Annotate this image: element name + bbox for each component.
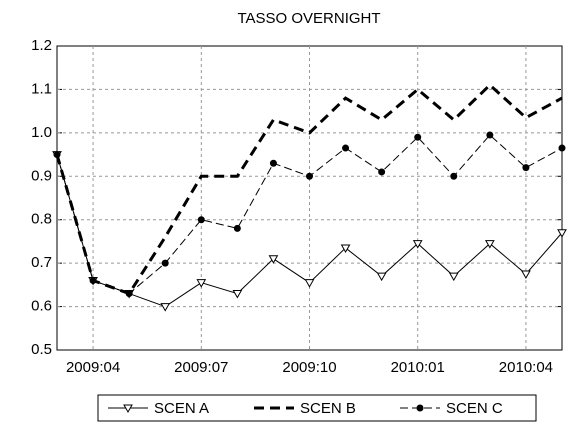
marker xyxy=(340,244,351,253)
x-tick-label: 2009:07 xyxy=(174,359,228,376)
y-tick-label: 0.9 xyxy=(31,167,52,184)
marker xyxy=(558,144,566,152)
marker xyxy=(160,303,171,312)
legend-label: SCEN C xyxy=(446,400,503,417)
marker xyxy=(233,224,241,232)
marker xyxy=(486,131,494,139)
marker xyxy=(232,290,243,299)
x-tick-label: 2009:10 xyxy=(282,359,336,376)
marker xyxy=(521,270,531,280)
marker xyxy=(197,216,205,224)
marker xyxy=(376,272,387,282)
x-tick-label: 2009:04 xyxy=(66,359,120,376)
marker xyxy=(196,279,207,288)
x-tick-label: 2010:01 xyxy=(391,359,445,376)
marker xyxy=(522,164,530,172)
y-tick-label: 0.8 xyxy=(31,211,52,228)
marker xyxy=(268,255,279,264)
legend xyxy=(97,394,537,422)
marker xyxy=(557,229,567,238)
marker xyxy=(306,172,313,180)
legend-label: SCEN A xyxy=(154,400,209,417)
x-tick-label: 2010:04 xyxy=(499,359,553,376)
y-tick-label: 1.1 xyxy=(31,80,52,97)
marker xyxy=(89,277,97,285)
marker xyxy=(416,404,424,412)
marker xyxy=(448,272,459,282)
y-tick-label: 0.6 xyxy=(31,298,52,315)
chart-title: TASSO OVERNIGHT xyxy=(237,10,380,27)
marker xyxy=(123,404,133,414)
marker xyxy=(484,240,495,249)
marker xyxy=(412,240,423,249)
marker xyxy=(304,279,315,288)
marker xyxy=(378,168,386,176)
marker xyxy=(450,172,458,180)
marker xyxy=(125,290,133,298)
legend-label: SCEN B xyxy=(300,400,356,417)
y-tick-label: 1.0 xyxy=(31,124,52,141)
marker xyxy=(53,151,61,159)
y-tick-label: 0.5 xyxy=(31,341,52,358)
marker xyxy=(342,144,350,152)
marker xyxy=(414,133,422,141)
y-tick-label: 0.7 xyxy=(31,254,52,271)
y-tick-label: 1.2 xyxy=(31,37,52,54)
series-line xyxy=(55,83,563,296)
marker xyxy=(161,259,169,267)
marker xyxy=(269,159,277,167)
